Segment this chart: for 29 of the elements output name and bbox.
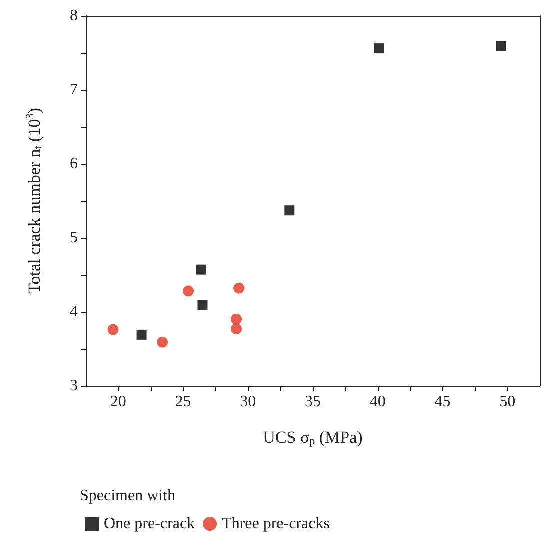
y-tick-label: 7 (70, 82, 78, 98)
point (374, 44, 384, 54)
y-tick-label: 8 (70, 8, 78, 24)
legend-title: Specimen with (80, 488, 176, 504)
point (496, 41, 506, 52)
x-tick-label: 40 (370, 394, 386, 410)
x-tick-label: 35 (305, 394, 321, 410)
x-tick-label: 50 (500, 394, 516, 410)
point (284, 206, 295, 216)
point (157, 336, 168, 348)
point (234, 282, 245, 294)
y-tick-label: 4 (70, 304, 78, 320)
y-tick-label: 6 (70, 156, 78, 172)
point (230, 314, 242, 325)
point (230, 324, 242, 335)
y-tick-label: 5 (70, 230, 78, 246)
x-tick-label: 30 (240, 394, 256, 410)
x-tick-label: 25 (175, 394, 192, 410)
point (198, 300, 208, 310)
y-axis-title: Total crack number nt (103) (24, 108, 44, 294)
point (108, 324, 119, 336)
legend-label: Three pre-cracks (222, 516, 330, 532)
y-tick-label: 3 (70, 378, 78, 394)
point (136, 330, 147, 340)
x-tick-label: 45 (434, 394, 451, 410)
point (196, 264, 206, 275)
x-tick-label: 20 (110, 394, 126, 410)
legend-label: One pre-crack (104, 516, 196, 532)
point (182, 286, 194, 297)
